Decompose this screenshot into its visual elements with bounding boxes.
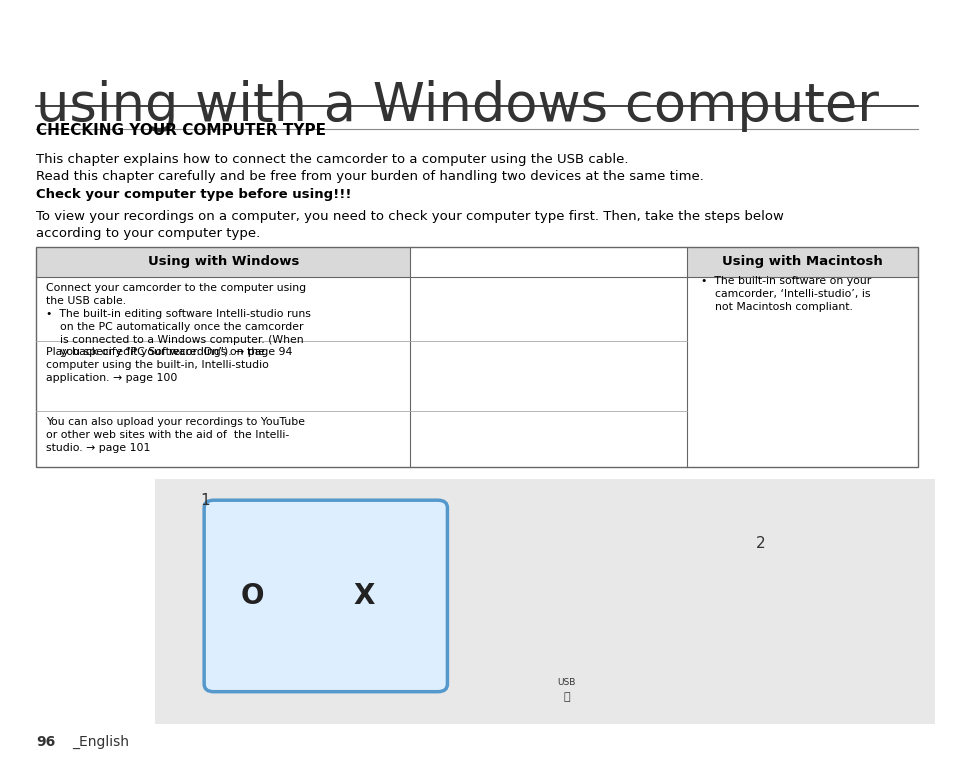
- Text: Connect your camcorder to the computer using
the USB cable.
•  The built-in edit: Connect your camcorder to the computer u…: [46, 283, 311, 358]
- Text: USB: USB: [557, 678, 576, 687]
- Bar: [36, 247, 917, 467]
- Bar: [36, 247, 410, 277]
- Text: ⛞: ⛞: [563, 692, 569, 702]
- Text: To view your recordings on a computer, you need to check your computer type firs: To view your recordings on a computer, y…: [36, 210, 783, 240]
- Bar: [154, 479, 934, 724]
- Text: Check your computer type before using!!!: Check your computer type before using!!!: [36, 188, 352, 201]
- Text: Using with Macintosh: Using with Macintosh: [721, 256, 882, 268]
- Text: You can also upload your recordings to YouTube
or other web sites with the aid o: You can also upload your recordings to Y…: [46, 417, 304, 453]
- Text: This chapter explains how to connect the camcorder to a computer using the USB c: This chapter explains how to connect the…: [36, 153, 703, 183]
- Text: X: X: [354, 582, 375, 610]
- Bar: [686, 247, 917, 277]
- Text: 96: 96: [36, 735, 55, 749]
- Text: using with a Windows computer: using with a Windows computer: [36, 80, 879, 133]
- Text: Play back or edit your recordings on the
computer using the built-in, Intelli-st: Play back or edit your recordings on the…: [46, 347, 269, 382]
- FancyBboxPatch shape: [204, 500, 447, 692]
- Text: O: O: [241, 582, 264, 610]
- Text: 1: 1: [200, 493, 210, 508]
- Text: 2: 2: [755, 536, 764, 552]
- Text: Using with Windows: Using with Windows: [148, 256, 298, 268]
- Text: _English: _English: [72, 735, 130, 749]
- Text: •  The built-in software on your
    camcorder, ‘Intelli-studio’, is
    not Mac: • The built-in software on your camcorde…: [700, 276, 870, 312]
- Text: CHECKING YOUR COMPUTER TYPE: CHECKING YOUR COMPUTER TYPE: [36, 123, 326, 138]
